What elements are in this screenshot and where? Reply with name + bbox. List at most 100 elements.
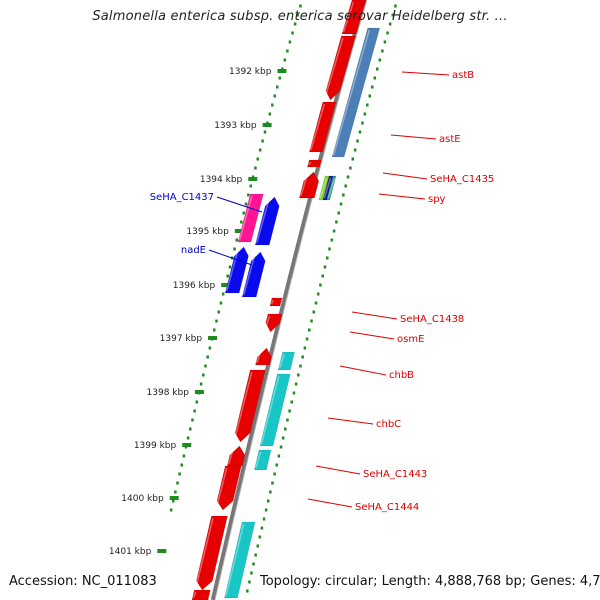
outer-tick-dot bbox=[305, 337, 309, 341]
gene-label[interactable]: SeHA_C1437 bbox=[150, 192, 214, 203]
inner-tick-dot bbox=[193, 409, 196, 413]
outer-tick-dot bbox=[337, 211, 340, 215]
gene-label[interactable]: chbB bbox=[389, 370, 414, 381]
outer-tick-dot bbox=[321, 274, 324, 278]
inner-tick-dot bbox=[299, 4, 302, 8]
outer-tick-dot bbox=[271, 481, 274, 485]
topology-value: circular bbox=[324, 574, 374, 589]
inner-tick-dot bbox=[283, 58, 287, 62]
gene-feature-chbc[interactable] bbox=[259, 373, 291, 447]
scale-major-tick bbox=[221, 283, 231, 287]
outer-tick-dot bbox=[312, 310, 315, 314]
outer-tick-dot bbox=[266, 499, 270, 503]
label-leader-lines bbox=[208, 71, 450, 508]
gene-feature-nade-2[interactable] bbox=[241, 251, 266, 298]
gene-label[interactable]: spy bbox=[428, 194, 446, 205]
gene-feature-aste[interactable] bbox=[308, 101, 337, 153]
gene-feature-astb-region[interactable] bbox=[341, 0, 367, 35]
outer-tick-dot bbox=[376, 67, 379, 71]
inner-tick-dot bbox=[228, 265, 232, 269]
gene-feature-nade[interactable] bbox=[224, 246, 249, 294]
outer-tick-dot bbox=[297, 373, 300, 377]
outer-tick-dot bbox=[260, 526, 264, 530]
outer-tick-dot bbox=[299, 364, 302, 368]
gene-label[interactable]: SeHA_C1443 bbox=[363, 469, 427, 480]
label-leader-line bbox=[216, 196, 263, 213]
inner-tick-dot bbox=[204, 364, 207, 368]
gene-feature-astb[interactable] bbox=[325, 35, 356, 101]
gene-feature-sehac1435[interactable] bbox=[298, 171, 320, 199]
scale-tick-label: 1397 kbp bbox=[160, 334, 203, 344]
outer-tick-dot bbox=[279, 445, 283, 449]
inner-tick-dot bbox=[271, 103, 274, 107]
gene-features bbox=[191, 0, 381, 600]
gene-feature-steelblue[interactable] bbox=[331, 27, 381, 158]
outer-tick-dots bbox=[246, 4, 397, 593]
outer-tick-dot bbox=[358, 130, 362, 134]
outer-tick-dot bbox=[356, 139, 359, 143]
gene-shading bbox=[227, 447, 235, 465]
gene-label[interactable]: SeHA_C1438 bbox=[400, 314, 464, 325]
gene-shading bbox=[319, 177, 328, 199]
accession-info: Accession: NC_011083 bbox=[9, 574, 157, 589]
inner-tick-dot bbox=[208, 346, 212, 350]
inner-tick-dot bbox=[186, 436, 190, 440]
gene-label[interactable]: osmE bbox=[397, 334, 424, 345]
gene-feature-osme[interactable] bbox=[255, 347, 272, 366]
gene-feature-chbb[interactable] bbox=[234, 369, 266, 443]
gene-label[interactable]: astE bbox=[439, 134, 461, 145]
gene-shading bbox=[215, 467, 228, 509]
gene-label[interactable]: SeHA_C1435 bbox=[430, 174, 494, 185]
outer-tick-dot bbox=[294, 382, 298, 386]
label-leader-line bbox=[349, 331, 395, 340]
outer-tick-dot bbox=[273, 472, 276, 476]
scale-labels: 1392 kbp 1393 kbp 1394 kbp 1395 kbp 1396 kbp… bbox=[109, 67, 272, 557]
outer-tick-dot bbox=[349, 166, 352, 170]
outer-tick-dot bbox=[391, 13, 395, 17]
outer-tick-dot bbox=[361, 121, 364, 125]
inner-tick-dot bbox=[233, 247, 236, 251]
gene-feature-sehac1443[interactable] bbox=[216, 465, 242, 511]
inner-tick-dot bbox=[178, 472, 181, 476]
gene-feature-sehac1437-magenta[interactable] bbox=[237, 193, 264, 243]
gene-feature-small-2[interactable] bbox=[269, 297, 283, 307]
gene-feature-sehac1438[interactable] bbox=[265, 313, 283, 333]
inner-tick-dot bbox=[278, 76, 281, 80]
outer-tick-dot bbox=[366, 103, 369, 107]
gene-shading bbox=[255, 198, 270, 244]
outer-tick-dot bbox=[286, 418, 289, 422]
gene-feature-cyan-3[interactable] bbox=[253, 449, 272, 471]
outer-tick-dot bbox=[344, 184, 347, 188]
genome-backbone bbox=[210, 0, 368, 600]
gene-label[interactable]: nadE bbox=[181, 245, 206, 256]
inner-tick-dot bbox=[195, 400, 199, 404]
gene-label[interactable]: SeHA_C1444 bbox=[355, 502, 419, 513]
genome-summary: Topology: circular; Length: 4,888,768 bp… bbox=[260, 574, 600, 589]
gene-shading bbox=[225, 248, 240, 292]
gene-label[interactable]: chbC bbox=[376, 419, 401, 430]
outer-tick-dot bbox=[330, 238, 334, 242]
gene-feature-bottom[interactable] bbox=[191, 589, 211, 600]
inner-tick-dot bbox=[217, 310, 220, 314]
inner-tick-dot bbox=[191, 418, 194, 422]
gene-feature-cyan-4[interactable] bbox=[224, 521, 256, 599]
label-leader-line bbox=[339, 365, 387, 376]
scale-major-tick bbox=[262, 123, 272, 127]
gene-feature-spy-stripe-1[interactable] bbox=[322, 175, 334, 201]
gene-shading bbox=[342, 1, 355, 33]
inner-tick-dot bbox=[261, 139, 264, 143]
inner-tick-dot bbox=[169, 508, 173, 512]
gene-feature-spy-stripe-3[interactable] bbox=[326, 175, 337, 201]
gene-label[interactable]: astB bbox=[452, 70, 474, 81]
gene-feature-chbc-red[interactable] bbox=[226, 445, 246, 467]
inner-tick-dot bbox=[182, 454, 186, 458]
gene-feature-sehac1444[interactable] bbox=[196, 515, 228, 591]
gene-feature-sehac1437[interactable] bbox=[254, 196, 280, 246]
gene-feature-small-1[interactable] bbox=[307, 159, 322, 168]
gene-feature-cyan-1[interactable] bbox=[277, 351, 296, 371]
gene-feature-spy-stripe-2[interactable] bbox=[318, 175, 330, 201]
outer-tick-dot bbox=[258, 535, 262, 539]
outer-tick-dot bbox=[351, 157, 355, 161]
outer-tick-dot bbox=[275, 463, 278, 467]
outer-tick-dot bbox=[250, 571, 253, 575]
